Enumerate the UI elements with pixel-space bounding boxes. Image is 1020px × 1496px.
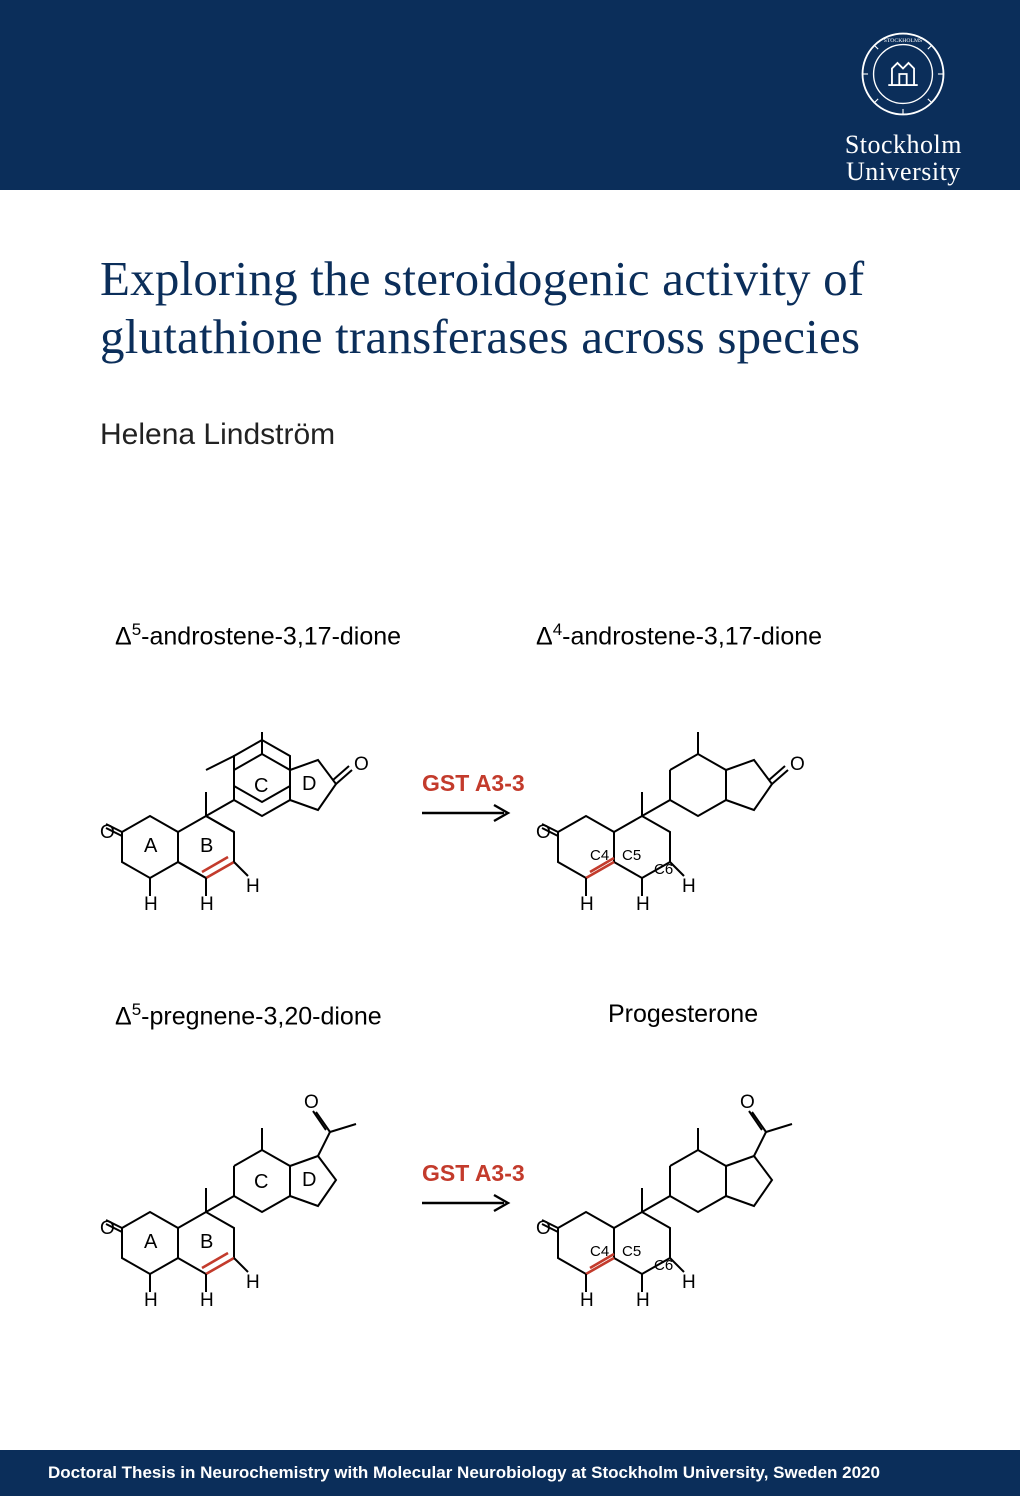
svg-text:C6: C6 <box>654 861 673 878</box>
product-2-label: Progesterone <box>608 1000 758 1029</box>
svg-text:H: H <box>246 876 260 897</box>
footer-band: Doctoral Thesis in Neurochemistry with M… <box>0 1450 1020 1496</box>
reaction-row-1: Δ5-androstene-3,17-dione Δ4-androstene-3… <box>100 620 920 940</box>
svg-text:H: H <box>580 894 594 912</box>
svg-text:D: D <box>302 773 316 795</box>
substrate-2-structure: O O A B C D H H H <box>100 1028 410 1308</box>
reaction-diagram: Δ5-androstene-3,17-dione Δ4-androstene-3… <box>100 620 920 1320</box>
university-seal-icon: STOCKHOLMS <box>857 28 949 120</box>
svg-text:O: O <box>100 1218 115 1239</box>
svg-text:H: H <box>580 1290 594 1308</box>
substrate-2-label: Δ5-pregnene-3,20-dione <box>115 1000 382 1031</box>
svg-text:H: H <box>636 1290 650 1308</box>
reaction-arrow-1 <box>418 798 518 828</box>
svg-text:C4: C4 <box>590 847 609 864</box>
university-logo: STOCKHOLMS Stockholm University <box>845 28 962 186</box>
svg-text:C4: C4 <box>590 1243 609 1260</box>
svg-text:A: A <box>144 1231 158 1253</box>
footer-text: Doctoral Thesis in Neurochemistry with M… <box>48 1463 880 1483</box>
reaction-row-2: Δ5-pregnene-3,20-dione Progesterone <box>100 1000 920 1320</box>
enzyme-label-2: GST A3-3 <box>422 1160 525 1187</box>
svg-text:B: B <box>200 1231 213 1253</box>
svg-text:H: H <box>682 876 696 897</box>
product-2-structure: O O C4 C5 C6 H H H <box>536 1028 846 1308</box>
svg-text:B: B <box>200 835 213 857</box>
enzyme-label-1: GST A3-3 <box>422 770 525 797</box>
university-name-line2: University <box>845 158 962 185</box>
svg-text:C6: C6 <box>654 1257 673 1274</box>
svg-text:A: A <box>144 835 158 857</box>
svg-text:C: C <box>254 775 268 797</box>
svg-text:C: C <box>254 1171 268 1193</box>
product-1-label: Δ4-androstene-3,17-dione <box>536 620 822 651</box>
svg-text:O: O <box>354 754 369 775</box>
reaction-arrow-2 <box>418 1188 518 1218</box>
svg-text:O: O <box>100 822 115 843</box>
substrate-1-label: Δ5-androstene-3,17-dione <box>115 620 401 651</box>
university-name: Stockholm University <box>845 131 962 186</box>
product-1-structure: O O C4 C5 C6 H H H <box>536 652 846 912</box>
thesis-title: Exploring the steroidogenic activity of … <box>100 250 920 366</box>
author-name: Helena Lindström <box>100 418 920 452</box>
title-block: Exploring the steroidogenic activity of … <box>0 190 1020 452</box>
svg-text:C5: C5 <box>622 1243 641 1260</box>
svg-text:H: H <box>246 1272 260 1293</box>
svg-text:H: H <box>682 1272 696 1293</box>
svg-text:O: O <box>790 754 805 775</box>
svg-text:H: H <box>144 1290 158 1308</box>
svg-text:H: H <box>200 894 214 912</box>
svg-text:D: D <box>302 1169 316 1191</box>
svg-text:O: O <box>304 1092 319 1113</box>
svg-text:O: O <box>740 1092 755 1113</box>
header-band: STOCKHOLMS Stockholm University <box>0 0 1020 190</box>
svg-text:C5: C5 <box>622 847 641 864</box>
svg-text:O: O <box>536 822 551 843</box>
svg-text:H: H <box>144 894 158 912</box>
svg-text:H: H <box>636 894 650 912</box>
svg-text:STOCKHOLMS: STOCKHOLMS <box>884 38 922 44</box>
svg-text:O: O <box>536 1218 551 1239</box>
university-name-line1: Stockholm <box>845 131 962 158</box>
substrate-1-structure: O O A B C D H H H <box>100 652 410 912</box>
svg-text:H: H <box>200 1290 214 1308</box>
